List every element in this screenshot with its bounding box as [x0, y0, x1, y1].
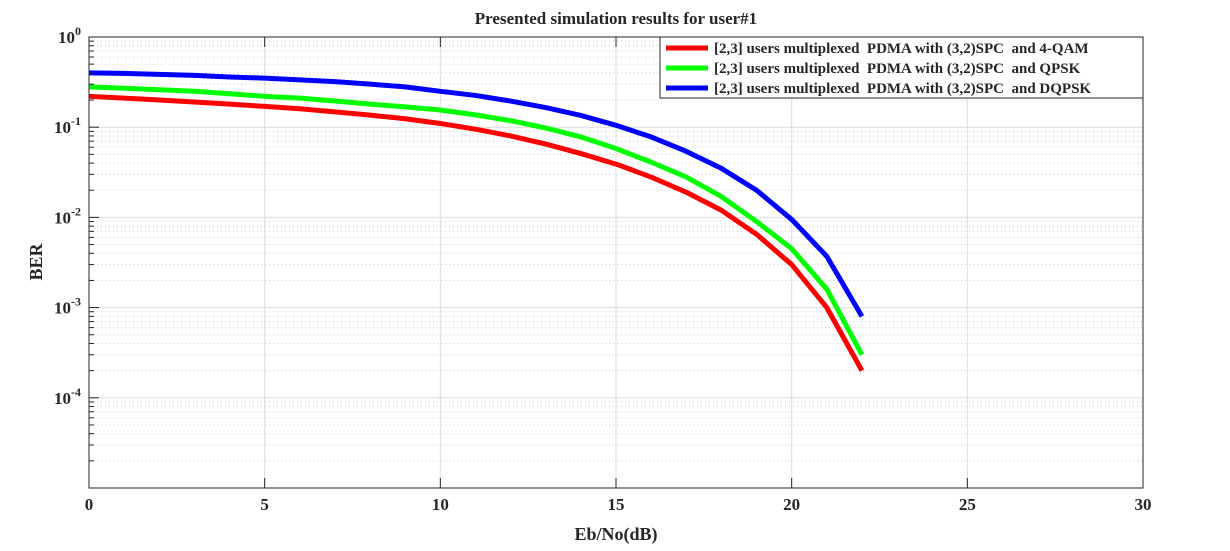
chart-title: Presented simulation results for user#1	[475, 9, 757, 28]
legend-box	[659, 36, 1144, 99]
legend-label-2: [2,3] users multiplexed PDMA with (3,2)S…	[714, 81, 1091, 97]
y-tick-label: 10-1	[54, 114, 81, 137]
x-tick-label: 25	[959, 495, 976, 514]
x-tick-label: 0	[85, 495, 94, 514]
legend-label-1: [2,3] users multiplexed PDMA with (3,2)S…	[714, 61, 1081, 77]
legend: [2,3] users multiplexed PDMA with (3,2)S…	[659, 36, 1144, 99]
ticks: 100 10-1 10-2 10-3 10-4 0 5 10 15 20 25 30	[54, 24, 1152, 514]
x-tick-label: 10	[432, 495, 449, 514]
series-line-0	[88, 93, 865, 372]
series-line-2	[88, 70, 865, 318]
series-lines	[88, 70, 865, 372]
y-tick-label: 10-4	[54, 385, 81, 408]
y-tick-label: 10-3	[54, 295, 81, 318]
y-axis-label: BER	[26, 242, 46, 280]
legend-label-0: [2,3] users multiplexed PDMA with (3,2)S…	[714, 41, 1089, 57]
y-tick-label: 10-2	[54, 204, 81, 227]
series-line-1	[88, 84, 865, 356]
x-tick-label: 5	[260, 495, 269, 514]
x-tick-label: 20	[783, 495, 800, 514]
x-axis-label: Eb/No(dB)	[574, 524, 657, 545]
x-tick-label: 15	[608, 495, 625, 514]
y-tick-label: 100	[58, 24, 81, 47]
x-tick-label: 30	[1135, 495, 1152, 514]
